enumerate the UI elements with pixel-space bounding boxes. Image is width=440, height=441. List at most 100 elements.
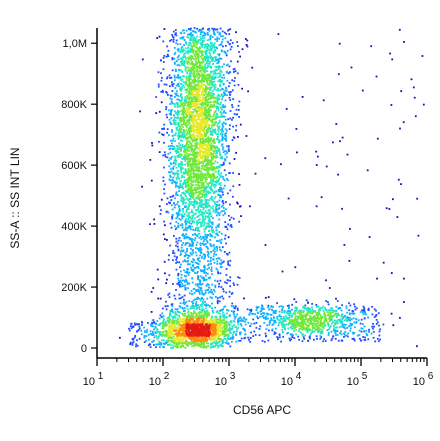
event-dot: [195, 168, 198, 171]
event-dot: [209, 212, 211, 214]
event-dot: [189, 188, 192, 191]
event-dot: [286, 305, 289, 307]
event-dot: [331, 307, 333, 310]
event-dot: [187, 159, 190, 161]
event-dot: [193, 79, 196, 81]
event-dot: [235, 113, 238, 116]
event-dot: [204, 102, 206, 105]
event-dot: [196, 285, 199, 287]
event-dot: [194, 261, 197, 264]
event-dot: [184, 157, 186, 160]
event-dot: [192, 258, 195, 261]
event-dot: [198, 166, 200, 168]
event-dot: [210, 101, 212, 103]
event-dot: [187, 136, 190, 138]
event-dot: [198, 74, 201, 77]
event-dot: [281, 323, 284, 326]
event-dot: [195, 342, 198, 345]
event-dot: [207, 254, 209, 256]
event-dot: [292, 325, 295, 328]
event-dot: [213, 140, 216, 143]
event-dot: [200, 224, 202, 227]
event-dot: [214, 250, 216, 253]
event-dot: [403, 301, 405, 303]
event-dot: [172, 38, 175, 41]
event-dot: [196, 35, 199, 38]
event-dot: [342, 326, 344, 328]
event-dot: [311, 325, 314, 328]
event-dot: [205, 77, 208, 80]
event-dot: [207, 173, 210, 176]
event-dot: [194, 54, 196, 56]
event-dot: [158, 335, 160, 338]
event-dot: [154, 326, 157, 329]
event-dot: [206, 311, 208, 314]
event-dot: [216, 107, 218, 110]
event-dot: [211, 140, 214, 143]
event-dot: [210, 251, 212, 253]
event-dot: [204, 106, 207, 109]
event-dot: [162, 331, 165, 333]
event-dot: [256, 307, 258, 310]
event-dot: [155, 112, 158, 114]
event-dot: [180, 101, 182, 104]
event-dot: [280, 163, 282, 166]
event-dot: [213, 174, 215, 176]
event-dot: [177, 104, 179, 107]
event-dot: [206, 43, 209, 45]
event-dot: [204, 243, 207, 245]
event-dot: [181, 29, 184, 32]
event-dot: [173, 119, 176, 121]
event-dot: [188, 43, 191, 46]
event-dot: [220, 249, 223, 252]
event-dot: [189, 308, 192, 310]
event-dot: [197, 197, 200, 199]
event-dot: [257, 317, 259, 320]
event-dot: [268, 323, 271, 326]
event-dot: [195, 146, 198, 149]
event-dot: [315, 323, 318, 325]
event-dot: [291, 303, 294, 306]
event-dot: [317, 324, 320, 327]
event-dot: [184, 213, 186, 215]
event-dot: [189, 47, 192, 50]
event-dot: [337, 339, 340, 342]
event-dot: [211, 59, 214, 62]
event-dot: [181, 158, 184, 160]
event-dot: [185, 158, 188, 161]
event-dot: [220, 41, 223, 43]
event-dot: [186, 197, 188, 200]
event-dot: [171, 90, 174, 92]
event-dot: [238, 173, 240, 175]
event-dot: [192, 44, 195, 46]
event-dot: [191, 341, 194, 344]
event-dot: [246, 39, 249, 42]
event-dot: [323, 311, 326, 314]
event-dot: [376, 277, 378, 280]
event-dot: [221, 50, 223, 53]
event-dot: [323, 319, 326, 322]
event-dot: [232, 282, 235, 285]
event-dot: [377, 312, 380, 315]
event-dot: [181, 63, 183, 66]
event-dot: [172, 36, 175, 39]
event-dot: [184, 168, 187, 170]
event-dot: [297, 315, 299, 318]
event-dot: [163, 346, 165, 349]
event-dot: [287, 327, 290, 330]
event-dot: [354, 326, 356, 329]
event-dot: [189, 96, 191, 99]
event-dot: [225, 86, 227, 89]
event-dot: [228, 91, 231, 94]
event-dot: [156, 320, 159, 322]
event-dot: [188, 74, 191, 77]
event-dot: [181, 296, 184, 298]
event-dot: [190, 103, 193, 106]
event-dot: [181, 133, 184, 136]
event-dot: [215, 233, 218, 236]
event-dot: [359, 311, 362, 313]
event-dot: [214, 128, 216, 131]
event-dot: [185, 195, 187, 198]
event-dot: [213, 175, 216, 178]
event-dot: [170, 94, 173, 97]
